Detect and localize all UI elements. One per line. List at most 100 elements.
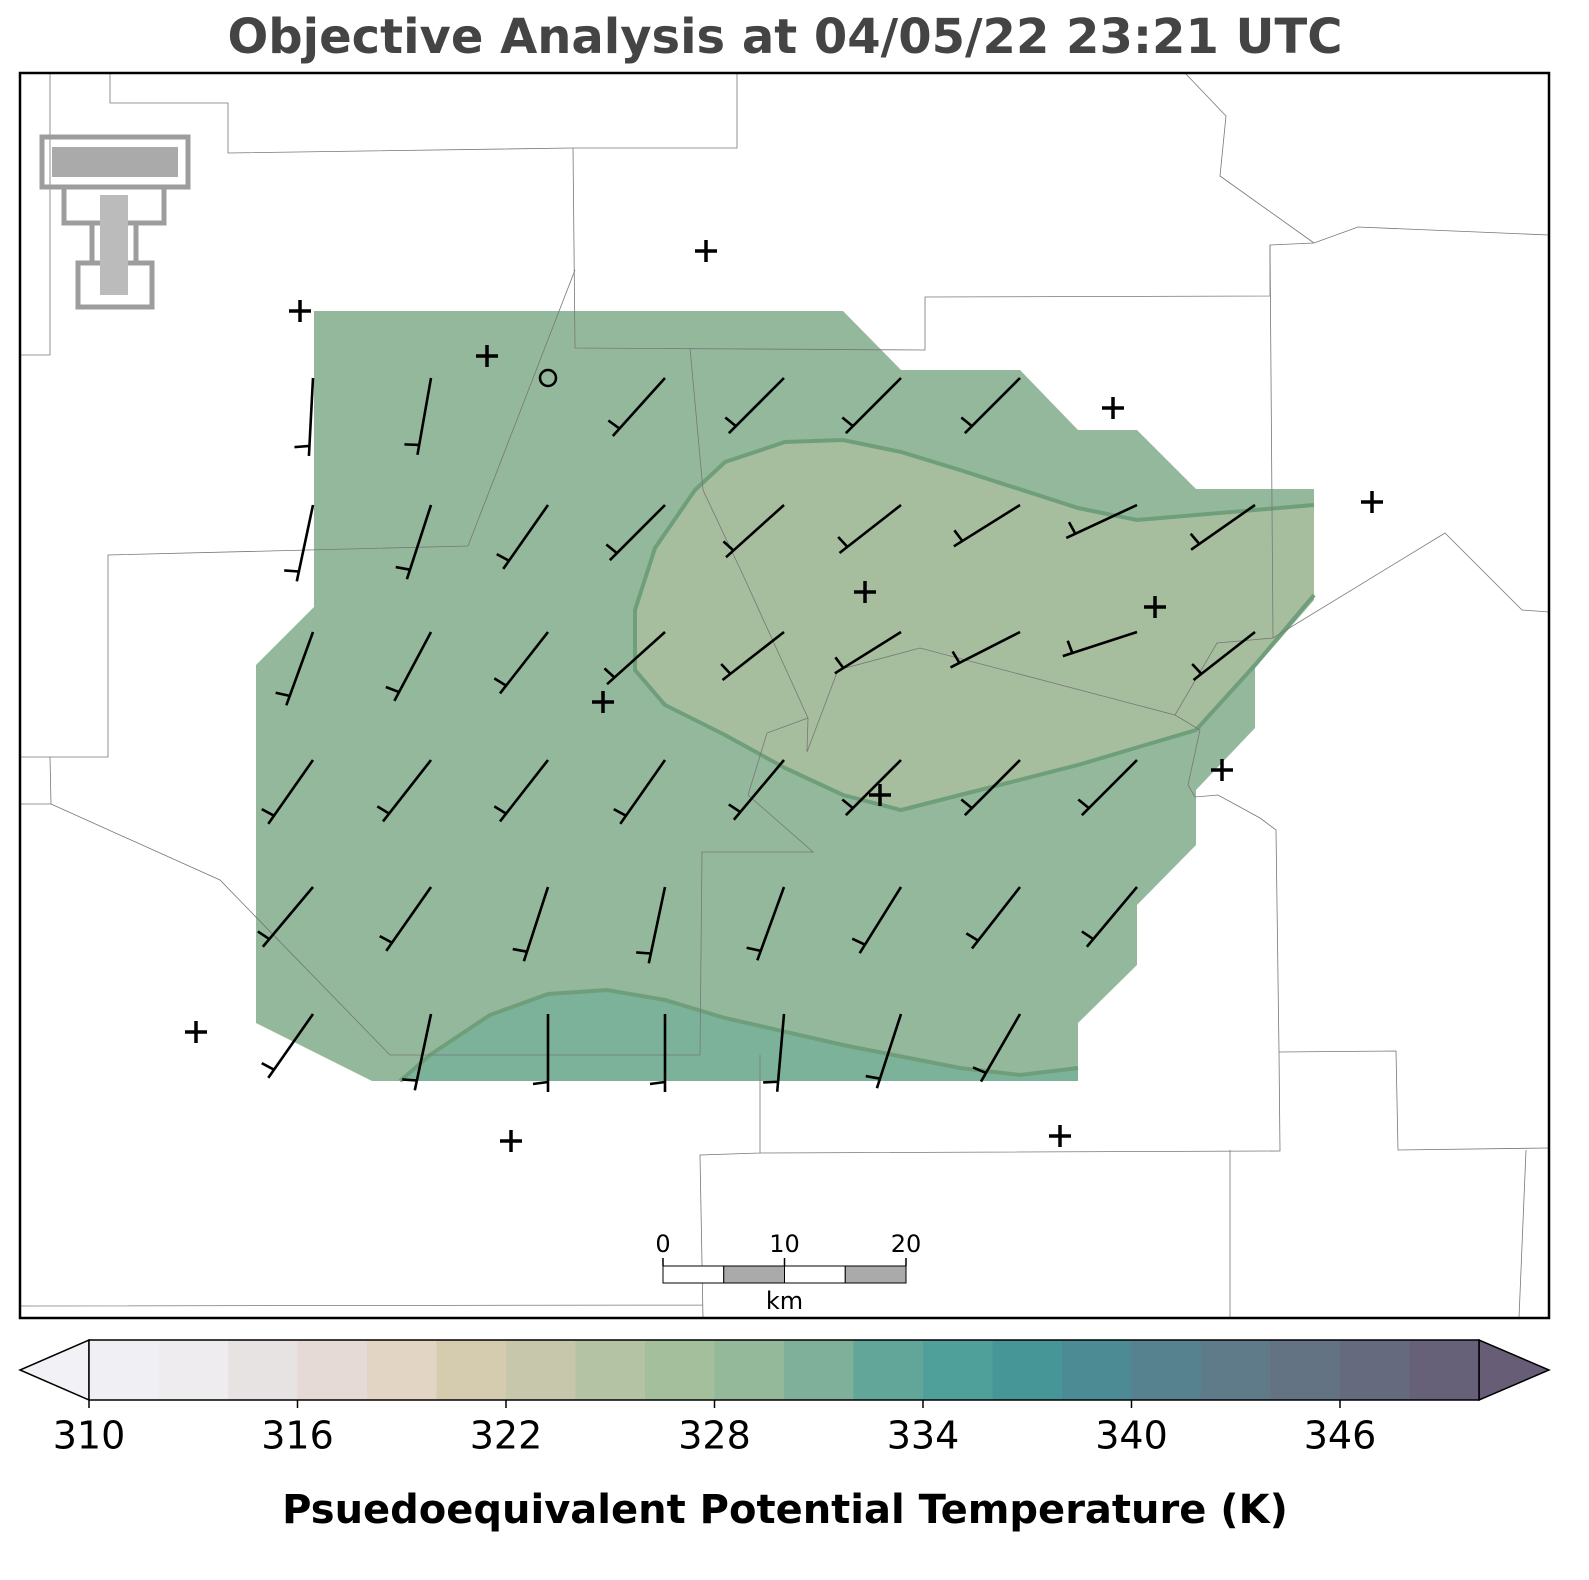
stations [185,240,1383,1152]
wind-barb [395,504,433,580]
wind-barb [294,377,315,456]
wind-barb [728,759,785,821]
colorbar-over [1478,1338,1551,1402]
colorbar-bin [436,1340,507,1400]
wind-barb [261,759,315,825]
wind-barb [1065,503,1138,540]
calm-station [538,368,558,388]
colorbar-tick-label: 310 [53,1414,126,1458]
scale-segment [844,1265,907,1284]
wind-barb [257,886,314,948]
colorbar-tick-label: 316 [261,1414,334,1458]
wind-barb [1189,503,1256,551]
station [185,1021,207,1043]
wind-barb [649,1014,667,1092]
wind-barb [841,759,902,817]
colorbar-bin [1270,1340,1341,1400]
station [289,300,311,322]
colorbar-bin [575,1340,646,1400]
colorbar-bin [1062,1340,1132,1400]
wind-barb [603,631,666,686]
wind-barb [496,504,550,570]
colorbar-under [18,1338,90,1402]
wind-barb [722,504,785,559]
station [1102,397,1124,419]
colorbar-bin [1340,1340,1410,1400]
wind-barb [1191,630,1256,682]
wind-barb [1077,759,1138,817]
wind-barb [385,631,433,702]
wind-barb [1081,886,1138,948]
wind-barbs [257,377,1256,1092]
wind-barb [379,886,433,952]
logo [39,134,191,310]
colorbar-bin [853,1340,924,1400]
colorbar-bin [506,1340,576,1400]
wind-barb [402,1013,433,1091]
colorbar-bin [784,1340,854,1400]
title: Objective Analysis at 04/05/22 23:21 UTC [228,9,1343,65]
wind-barb [724,377,785,435]
colorbar: 310 316 322 328 334 340 346 [18,1338,1551,1458]
wind-barb [512,886,550,962]
wind-barb [607,377,666,437]
wind-barb [493,631,550,695]
colorbar-tick-label: 328 [678,1414,751,1458]
colorbar-tick-label: 334 [887,1414,960,1458]
wind-barb [261,1013,315,1079]
scale-segment [662,1265,725,1284]
map-frame [18,71,1551,1320]
scale-label: 10 [769,1230,800,1258]
wind-barb [532,1014,550,1092]
wind-barb [763,1013,786,1092]
station [1361,491,1383,513]
colorbar-bin [1409,1340,1480,1400]
scale-label: 0 [655,1230,670,1258]
wind-barb [972,1013,1022,1083]
wind-barb [953,503,1021,548]
colorbar-bin [1201,1340,1271,1400]
scale-label: 20 [891,1230,922,1258]
colorbar-bin [89,1340,159,1400]
wind-barb [720,630,785,682]
colorbar-bin [1131,1340,1202,1400]
wind-barb [960,759,1021,817]
scale-bar: 0 10 20 km [655,1230,921,1315]
wind-barb [949,630,1021,669]
station [695,240,717,262]
wind-barb [376,759,433,823]
station [1144,596,1166,618]
wind-barb [865,1013,903,1089]
colorbar-bin [714,1340,785,1400]
scale-unit: km [766,1287,803,1315]
colorbar-label: Psuedoequivalent Potential Temperature (… [282,1487,1288,1533]
station [592,691,614,713]
theta-e-fill [635,440,1314,810]
colorbar-bin [228,1340,298,1400]
scale-segment [723,1265,785,1284]
colorbar-tick-label: 346 [1304,1414,1377,1458]
wind-barb [613,759,667,825]
wind-barb [404,377,433,456]
wind-barb [493,759,550,823]
colorbar-bin [645,1340,715,1400]
colorbar-bin [158,1340,229,1400]
wind-barb [834,630,902,675]
wind-barb [841,377,902,435]
colorbar-bin [923,1340,993,1400]
wind-barb [275,631,315,706]
station [854,581,876,603]
colorbar-tick-label: 322 [470,1414,543,1458]
station [869,784,891,806]
wind-barb [965,886,1022,950]
colorbar-bin [992,1340,1063,1400]
wind-barb [746,886,786,961]
colorbar-bin [367,1340,437,1400]
colorbar-frame [88,1339,1480,1401]
station [1211,759,1233,781]
wind-barb [851,886,903,954]
colorbar-tick-label: 340 [1095,1414,1168,1458]
wind-barb [960,377,1021,435]
wind-barb [1062,630,1138,658]
